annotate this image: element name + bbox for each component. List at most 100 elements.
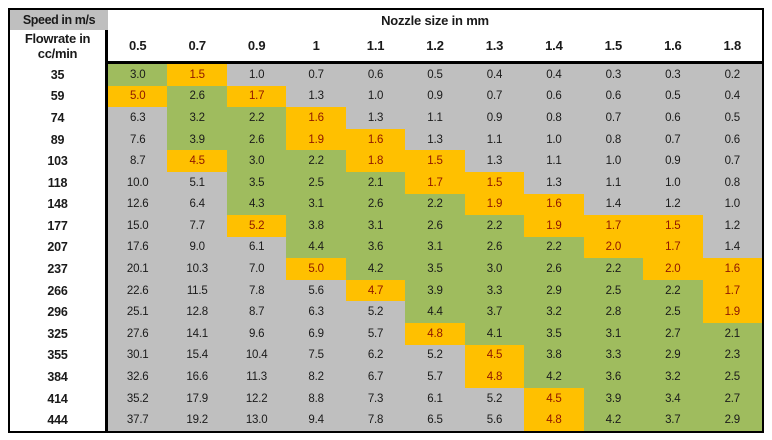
speed-value-cell: 5.0 (286, 258, 346, 280)
speed-value-cell: 8.2 (286, 366, 346, 388)
flowrate-row-label: 266 (10, 279, 108, 302)
speed-value-cell: 0.9 (643, 150, 703, 172)
speed-value-cell: 1.2 (643, 193, 703, 216)
speed-value-cell: 1.9 (286, 128, 346, 151)
speed-value-cell: 3.8 (524, 344, 584, 367)
speed-value-cell: 15.4 (167, 344, 227, 367)
speed-value-cell: 0.3 (583, 64, 644, 86)
nozzle-size-column-header: 0.5 (108, 30, 168, 64)
speed-value-cell: 5.7 (345, 323, 406, 345)
speed-value-cell: 0.7 (583, 107, 644, 129)
speed-value-cell: 5.2 (405, 344, 465, 367)
speed-value-cell: 1.4 (702, 236, 762, 259)
speed-value-cell: 1.0 (345, 85, 406, 108)
speed-value-cell: 1.7 (643, 236, 703, 259)
speed-value-cell: 0.7 (702, 150, 762, 172)
speed-value-cell: 3.5 (524, 323, 584, 345)
speed-value-cell: 5.2 (226, 215, 287, 237)
speed-value-cell: 1.3 (286, 85, 346, 108)
speed-value-cell: 35.2 (108, 387, 168, 410)
speed-value-cell: 1.5 (405, 150, 465, 172)
speed-value-cell: 3.9 (583, 387, 644, 410)
nozzle-size-column-header: 1.8 (702, 30, 762, 64)
speed-value-cell: 3.0 (464, 258, 525, 280)
speed-value-cell: 16.6 (167, 366, 227, 388)
speed-value-cell: 12.8 (167, 301, 227, 324)
speed-value-cell: 3.2 (167, 107, 227, 129)
speed-value-cell: 1.1 (464, 128, 525, 151)
flowrate-row-label: 35 (10, 64, 108, 86)
flowrate-row-label: 207 (10, 236, 108, 259)
speed-value-cell: 8.7 (226, 301, 287, 324)
speed-value-cell: 4.2 (524, 366, 584, 388)
speed-value-cell: 5.7 (405, 366, 465, 388)
flowrate-row-label: 148 (10, 193, 108, 216)
speed-value-cell: 2.6 (464, 236, 525, 259)
speed-value-cell: 17.6 (108, 236, 168, 259)
speed-value-cell: 19.2 (167, 409, 227, 431)
speed-value-cell: 1.0 (702, 193, 762, 216)
speed-value-cell: 3.4 (643, 387, 703, 410)
speed-value-cell: 10.3 (167, 258, 227, 280)
speed-value-cell: 2.6 (405, 215, 465, 237)
speed-value-cell: 0.6 (524, 85, 584, 108)
speed-value-cell: 6.1 (405, 387, 465, 410)
speed-value-cell: 2.5 (583, 279, 644, 302)
speed-value-cell: 4.2 (345, 258, 406, 280)
speed-value-cell: 2.2 (226, 107, 287, 129)
speed-value-cell: 7.3 (345, 387, 406, 410)
speed-value-cell: 3.0 (226, 150, 287, 172)
speed-value-cell: 1.5 (464, 171, 525, 194)
flowrate-header-line1: Flowrate in (24, 31, 91, 47)
speed-value-cell: 1.7 (226, 85, 287, 108)
speed-value-cell: 2.6 (524, 258, 584, 280)
speed-value-cell: 7.5 (286, 344, 346, 367)
nozzle-size-column-header: 1 (286, 30, 346, 64)
speed-value-cell: 3.0 (108, 64, 168, 86)
flowrate-row-label: 74 (10, 107, 108, 129)
speed-value-cell: 9.0 (167, 236, 227, 259)
speed-value-cell: 4.5 (464, 344, 525, 367)
speed-value-cell: 1.0 (583, 150, 644, 172)
speed-value-cell: 2.9 (643, 344, 703, 367)
flowrate-header: Flowrate in cc/min (10, 30, 108, 64)
speed-value-cell: 3.6 (583, 366, 644, 388)
speed-value-cell: 0.6 (583, 85, 644, 108)
flowrate-row-label: 89 (10, 128, 108, 151)
speed-value-cell: 5.2 (464, 387, 525, 410)
speed-value-cell: 4.5 (524, 387, 584, 410)
flowrate-row-label: 103 (10, 150, 108, 172)
speed-value-cell: 17.9 (167, 387, 227, 410)
speed-value-cell: 3.9 (405, 279, 465, 302)
speed-value-cell: 3.6 (345, 236, 406, 259)
speed-value-cell: 1.1 (524, 150, 584, 172)
flowrate-row-label: 444 (10, 409, 108, 431)
speed-value-cell: 0.9 (464, 107, 525, 129)
speed-value-cell: 2.0 (583, 236, 644, 259)
speed-value-cell: 0.4 (464, 64, 525, 86)
speed-value-cell: 3.7 (464, 301, 525, 324)
speed-value-cell: 1.0 (524, 128, 584, 151)
speed-value-cell: 2.0 (643, 258, 703, 280)
flowrate-row-label: 414 (10, 387, 108, 410)
speed-value-cell: 2.3 (702, 344, 762, 367)
speed-value-cell: 1.1 (405, 107, 465, 129)
speed-value-cell: 2.9 (524, 279, 584, 302)
flowrate-row-label: 355 (10, 344, 108, 367)
speed-value-cell: 1.6 (345, 128, 406, 151)
speed-value-cell: 6.3 (286, 301, 346, 324)
speed-value-cell: 4.8 (464, 366, 525, 388)
speed-value-cell: 6.3 (108, 107, 168, 129)
speed-value-cell: 6.4 (167, 193, 227, 216)
speed-value-cell: 4.7 (345, 279, 406, 302)
flowrate-nozzle-table: Speed in m/s Nozzle size in mm Flowrate … (8, 8, 764, 433)
speed-value-cell: 1.6 (286, 107, 346, 129)
nozzle-size-column-header: 1.1 (345, 30, 406, 64)
speed-value-cell: 1.6 (524, 193, 584, 216)
speed-value-cell: 10.4 (226, 344, 287, 367)
speed-value-cell: 2.6 (345, 193, 406, 216)
flowrate-row-label: 325 (10, 323, 108, 345)
speed-value-cell: 1.1 (583, 171, 644, 194)
speed-value-cell: 9.4 (286, 409, 346, 431)
speed-value-cell: 1.9 (702, 301, 762, 324)
